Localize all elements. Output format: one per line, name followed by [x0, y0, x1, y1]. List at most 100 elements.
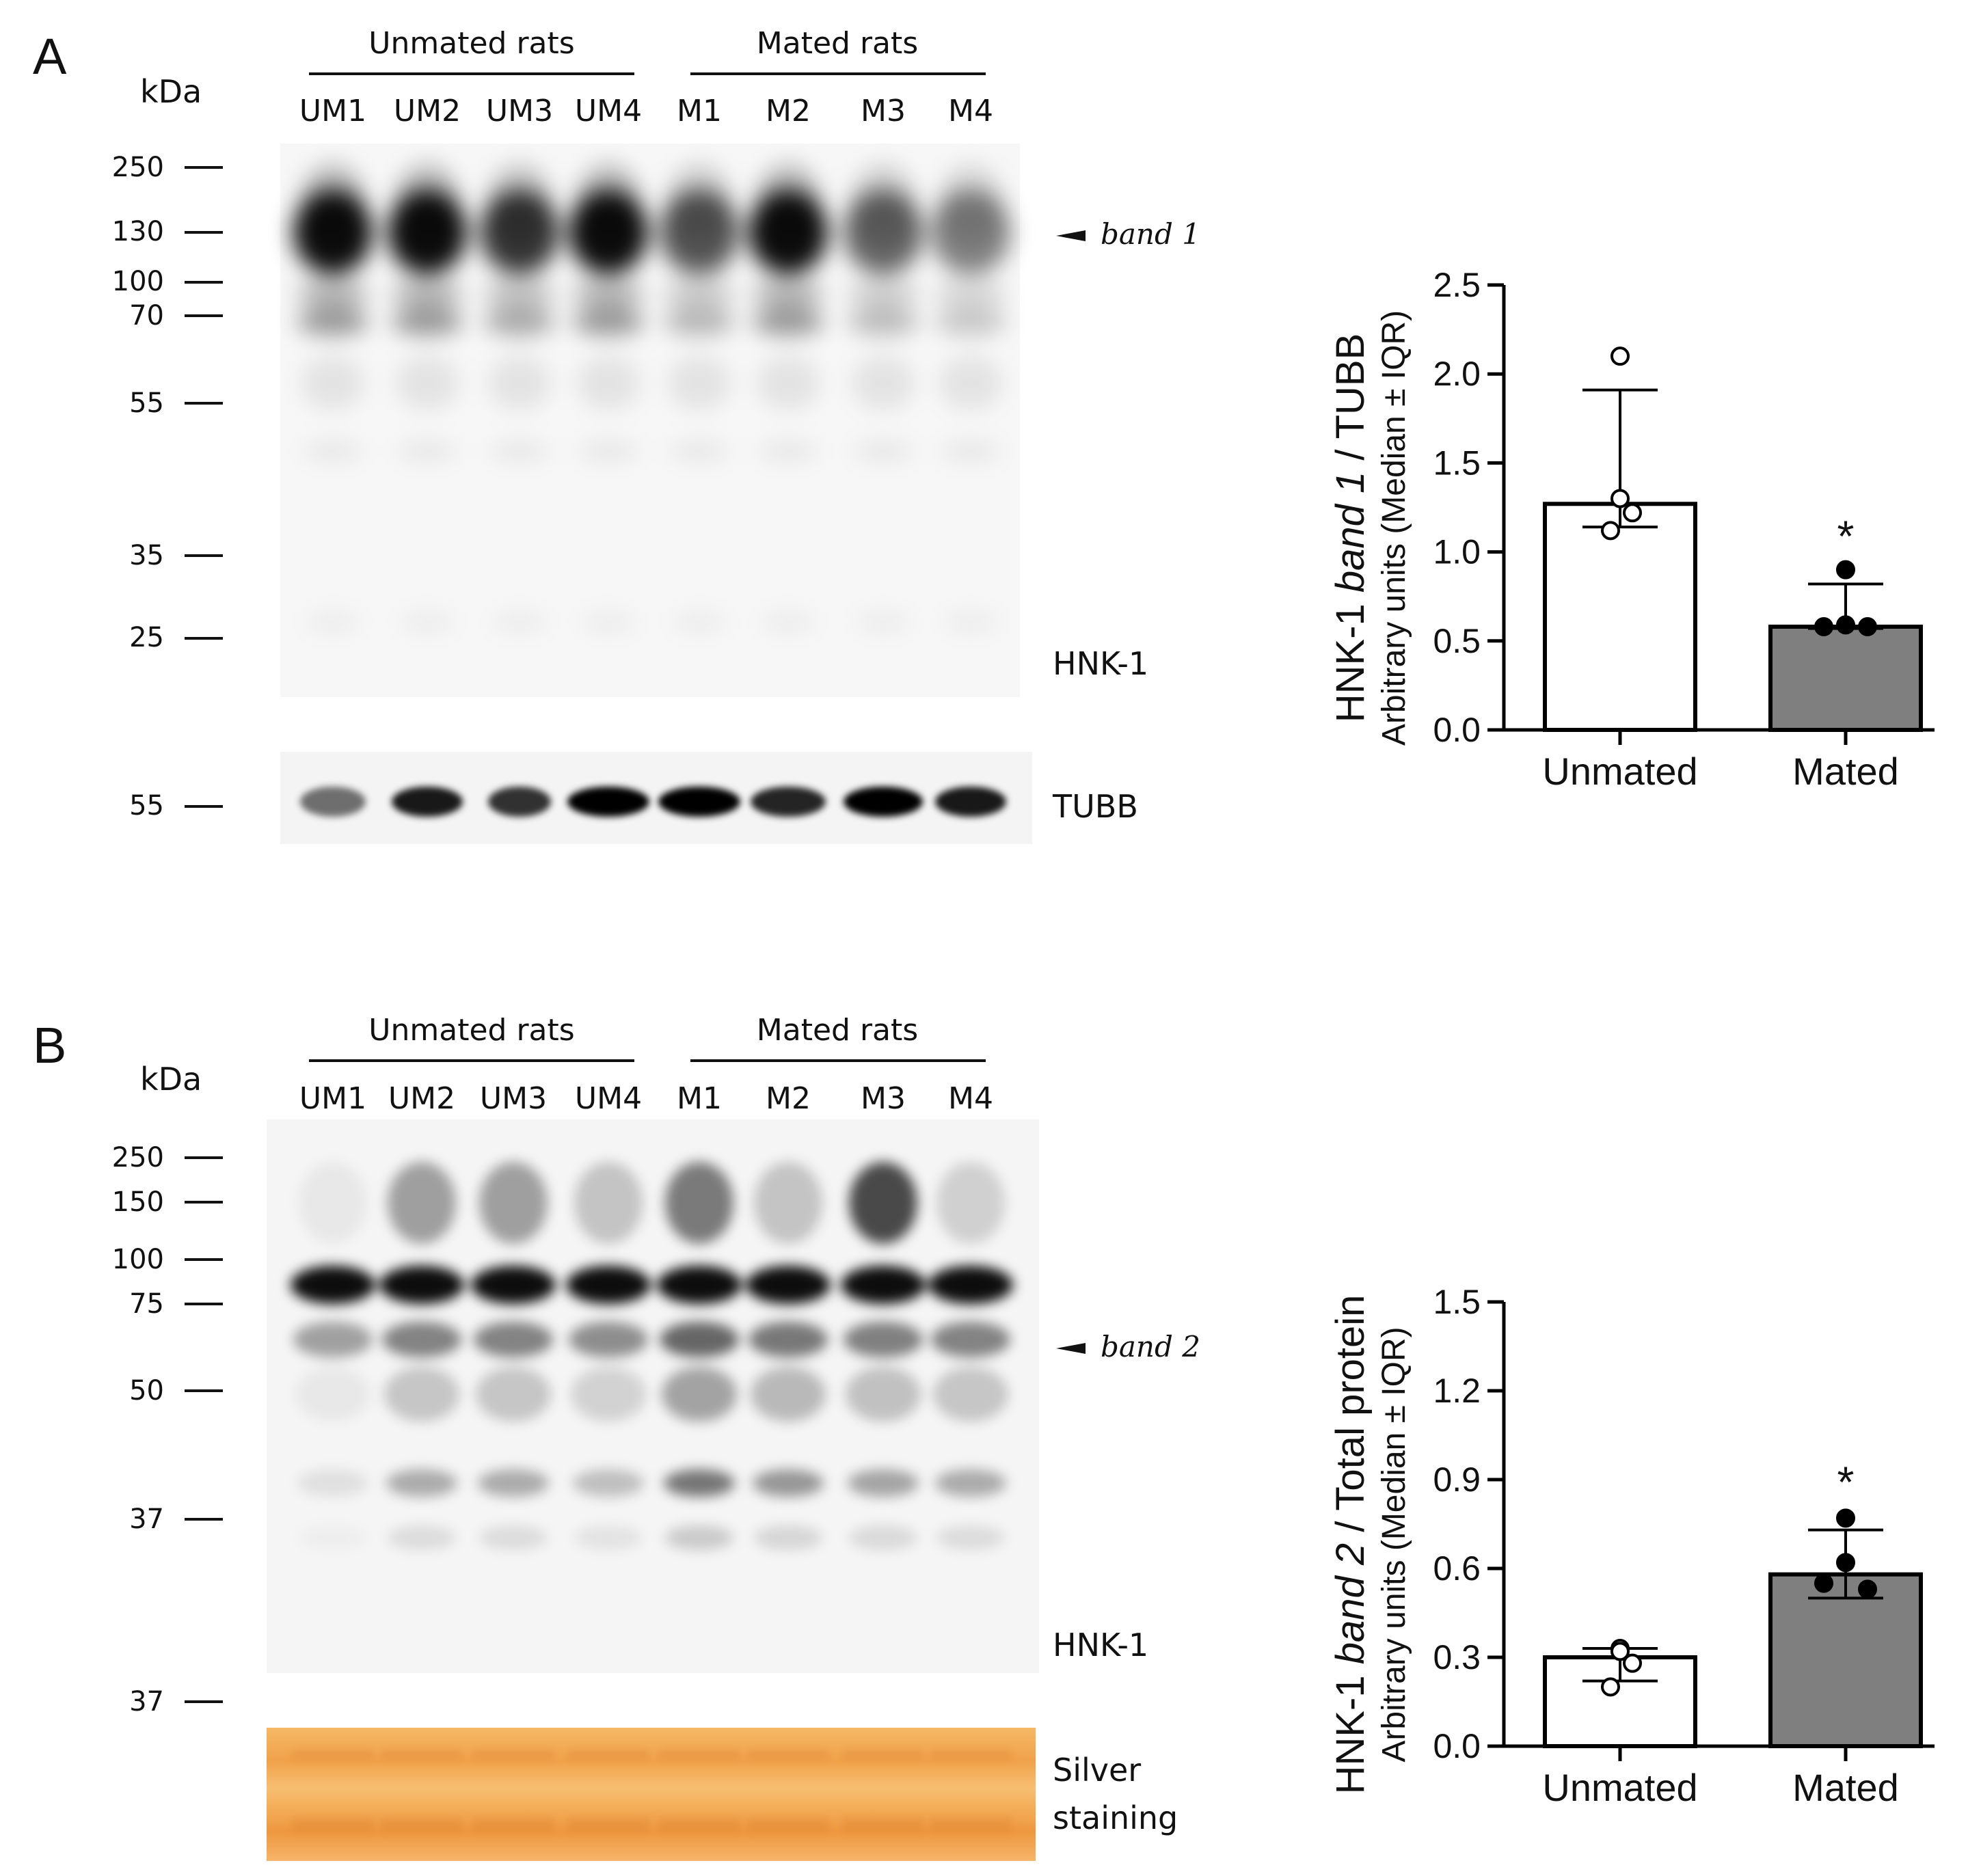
data-point	[1611, 1642, 1630, 1661]
gel-band	[658, 1750, 740, 1761]
blot-band	[669, 441, 729, 461]
blot-band	[484, 282, 555, 306]
gel-band	[930, 1750, 1012, 1761]
blot-band	[392, 282, 463, 306]
lane-label: UM2	[394, 94, 461, 128]
marker-label: 37	[129, 1686, 164, 1717]
bar	[1768, 624, 1923, 733]
blot-band	[567, 787, 649, 817]
marker-label: 250	[112, 152, 164, 183]
marker-label: 150	[112, 1186, 164, 1218]
blot-band	[660, 1322, 739, 1357]
blot-label-tubb: TUBB	[1052, 788, 1138, 825]
blot-band	[581, 612, 636, 631]
blot-band	[749, 1322, 828, 1357]
marker-label: 55	[129, 790, 164, 821]
blot-band	[672, 612, 727, 631]
blot-band	[574, 1525, 643, 1550]
y-tick-label: 2.5	[1433, 266, 1481, 304]
blot-band	[297, 282, 368, 306]
blot-band	[386, 1469, 457, 1497]
group-label-mated: Mated rats	[757, 26, 918, 61]
blot-band	[664, 308, 735, 335]
lane-label: UM1	[299, 1081, 366, 1116]
y-axis-label: HNK-1 band 1 / TUBB	[1328, 334, 1373, 723]
gel-band	[842, 1750, 924, 1761]
blot-smear	[301, 355, 364, 410]
x-tick-label: Mated	[1792, 750, 1899, 793]
gel-band	[567, 1750, 649, 1761]
gel-band	[472, 1750, 554, 1761]
blot-band	[849, 1525, 917, 1550]
blot-band	[479, 1525, 548, 1550]
gel-band	[747, 1818, 829, 1833]
blot-smear	[665, 1162, 733, 1244]
band-arrow-icon	[1056, 1343, 1086, 1354]
y-tick-label: 1.0	[1433, 533, 1481, 571]
blot-band	[664, 1469, 735, 1497]
data-point	[1623, 1653, 1642, 1673]
marker-label: 50	[129, 1375, 164, 1406]
blot-smear	[757, 355, 820, 410]
blot-band	[299, 1525, 367, 1550]
blot-band	[488, 787, 551, 817]
blot-band	[573, 282, 644, 306]
lane-label: UM3	[480, 1081, 547, 1116]
blot-band	[297, 1469, 368, 1497]
marker-label: 100	[112, 266, 164, 297]
y-tick-label: 0.9	[1433, 1460, 1481, 1499]
y-tick-label: 1.5	[1433, 444, 1481, 482]
lane-label: M4	[948, 1081, 993, 1116]
y-tick-label: 1.2	[1433, 1372, 1481, 1410]
lane-label: M4	[948, 94, 993, 128]
y-axis-label-part: / Total protein	[1328, 1295, 1373, 1543]
y-tick-label: 1.5	[1433, 1283, 1481, 1321]
blot-smear	[849, 1162, 917, 1244]
blot-band	[753, 1469, 824, 1497]
blot-band	[664, 282, 735, 306]
marker-label: 37	[129, 1504, 164, 1535]
lane-label: M1	[677, 1081, 722, 1116]
marker-label: 75	[129, 1288, 164, 1320]
data-point	[1836, 560, 1855, 580]
y-tick-label: 0.5	[1433, 622, 1481, 660]
blot-band	[943, 612, 998, 631]
blot-band	[297, 308, 368, 335]
y-axis-label-part: / TUBB	[1328, 334, 1373, 472]
blot-band	[749, 190, 828, 275]
lane-label: UM4	[575, 94, 642, 128]
blot-band	[293, 1322, 373, 1357]
bar	[1543, 502, 1697, 732]
blot-band	[856, 612, 911, 631]
blot-smear	[479, 1162, 548, 1244]
blot-band	[306, 612, 360, 631]
lane-label: M1	[677, 94, 722, 128]
kda-label: kDa	[140, 1061, 202, 1098]
data-point	[1858, 616, 1877, 636]
panel-letter-a: A	[33, 28, 67, 85]
marker-label: 100	[112, 1244, 164, 1275]
y-axis-label-part: HNK-1	[1328, 1664, 1373, 1794]
y-tick-label: 2.0	[1433, 355, 1481, 393]
blot-smear	[295, 1367, 370, 1422]
blot-band	[400, 612, 455, 631]
data-point	[1601, 521, 1620, 541]
data-point	[1814, 1573, 1833, 1593]
blot-smear	[751, 1367, 826, 1422]
blot-band	[844, 190, 923, 275]
y-axis-label-part: band 2	[1328, 1543, 1373, 1664]
gel-band	[472, 1818, 554, 1833]
blot-smear	[846, 1367, 921, 1422]
gel-band	[842, 1818, 924, 1833]
lane-label: M3	[861, 94, 906, 128]
data-point	[1858, 1579, 1877, 1599]
blot-band	[480, 190, 559, 275]
blot-band	[751, 787, 826, 817]
blot-label-hnk1: HNK-1	[1053, 1627, 1148, 1663]
y-axis-label: HNK-1 band 2 / Total protein	[1328, 1295, 1373, 1795]
blot-band	[478, 1469, 549, 1497]
blot-band	[746, 1266, 831, 1304]
blot-band	[844, 1322, 923, 1357]
blot-band	[936, 1525, 1005, 1550]
y-tick-label: 0.0	[1433, 711, 1481, 749]
